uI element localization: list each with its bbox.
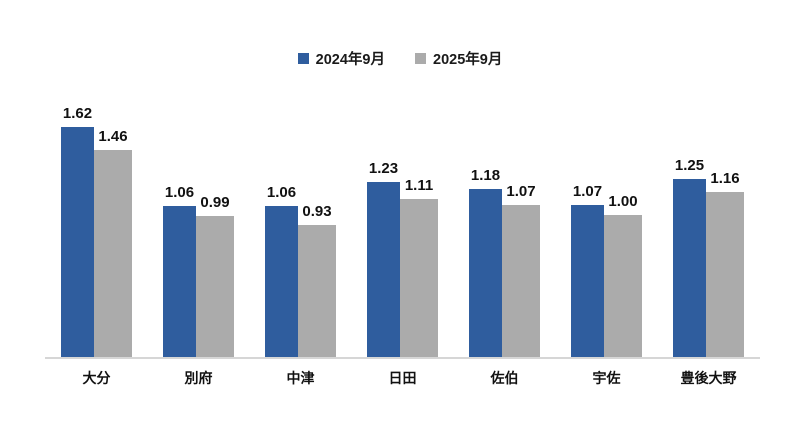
- category-axis: 大分 別府 中津 日田 佐伯 宇佐 豊後大野: [0, 368, 800, 392]
- legend-swatch-2025-icon: [415, 53, 426, 64]
- legend-swatch-2024-icon: [297, 53, 309, 64]
- legend-label-2025: 2025年9月: [433, 52, 503, 68]
- value-label: 1.07: [506, 183, 536, 200]
- legend-item-2025: 2025年9月: [415, 48, 502, 69]
- value-label: 1.00: [608, 193, 638, 210]
- bar-wrap: 1.11: [400, 178, 438, 357]
- bar-series-1: [298, 225, 336, 357]
- bar-wrap: 1.07: [571, 184, 604, 357]
- bar-wrap: 1.16: [706, 171, 744, 357]
- bar-series-1: [94, 150, 132, 357]
- bar-wrap: 1.62: [61, 106, 94, 357]
- category-label: 佐伯: [490, 370, 519, 386]
- bar-group: 1.25 1.16: [673, 158, 744, 357]
- value-label: 1.23: [368, 160, 399, 177]
- bar-series-1: [604, 215, 642, 357]
- bar-wrap: 0.93: [298, 204, 336, 357]
- bar-wrap: 1.07: [502, 184, 540, 357]
- bar-wrap: 1.06: [163, 185, 196, 357]
- bar-wrap: 1.06: [265, 185, 298, 357]
- value-label: 1.18: [470, 167, 501, 184]
- bar-series-1: [196, 216, 234, 357]
- bar-group: 1.18 1.07: [469, 168, 540, 357]
- bar-series-1: [502, 205, 540, 357]
- category-label: 日田: [388, 370, 417, 386]
- bar-wrap: 0.99: [196, 195, 234, 357]
- bar-group: 1.62 1.46: [61, 106, 132, 357]
- bar-group: 1.06 0.93: [265, 185, 336, 357]
- value-label: 1.06: [266, 184, 297, 201]
- legend-label-2024: 2024年9月: [315, 52, 385, 68]
- legend-item-2024: 2024年9月: [297, 48, 385, 69]
- category-label: 宇佐: [592, 370, 621, 386]
- bar-series-1: [706, 192, 744, 357]
- category-label: 別府: [184, 370, 213, 386]
- bar-series-0: [265, 206, 298, 357]
- value-label: 1.16: [710, 170, 740, 187]
- bar-wrap: 1.18: [469, 168, 502, 357]
- bar-group: 1.23 1.11: [367, 161, 438, 357]
- x-axis-line: [45, 357, 760, 359]
- bar-group: 1.06 0.99: [163, 185, 234, 357]
- value-label: 1.06: [164, 184, 195, 201]
- bar-wrap: 1.25: [673, 158, 706, 357]
- bar-group: 1.07 1.00: [571, 184, 642, 357]
- category-label: 豊後大野: [680, 370, 737, 386]
- value-label: 1.11: [404, 177, 434, 194]
- bar-series-0: [469, 189, 502, 357]
- bar-series-0: [673, 179, 706, 357]
- plot-area: 1.62 1.46 1.06 0.99 1.06 0.93 1.23 1.11 1.18 1.07…: [45, 0, 760, 359]
- bar-wrap: 1.00: [604, 194, 642, 357]
- bar-series-1: [400, 199, 438, 357]
- value-label: 1.62: [62, 105, 93, 122]
- value-label: 1.25: [674, 157, 705, 174]
- bar-wrap: 1.23: [367, 161, 400, 357]
- bar-series-0: [367, 182, 400, 357]
- value-label: 0.99: [200, 194, 230, 211]
- category-label: 中津: [286, 370, 315, 386]
- bar-series-0: [571, 205, 604, 357]
- value-label: 0.93: [302, 203, 332, 220]
- legend: 2024年9月 2025年9月: [0, 48, 800, 69]
- bar-series-0: [61, 127, 94, 357]
- value-label: 1.07: [572, 183, 603, 200]
- category-label: 大分: [82, 370, 111, 386]
- bar-series-0: [163, 206, 196, 357]
- value-label: 1.46: [98, 128, 128, 145]
- bar-wrap: 1.46: [94, 129, 132, 357]
